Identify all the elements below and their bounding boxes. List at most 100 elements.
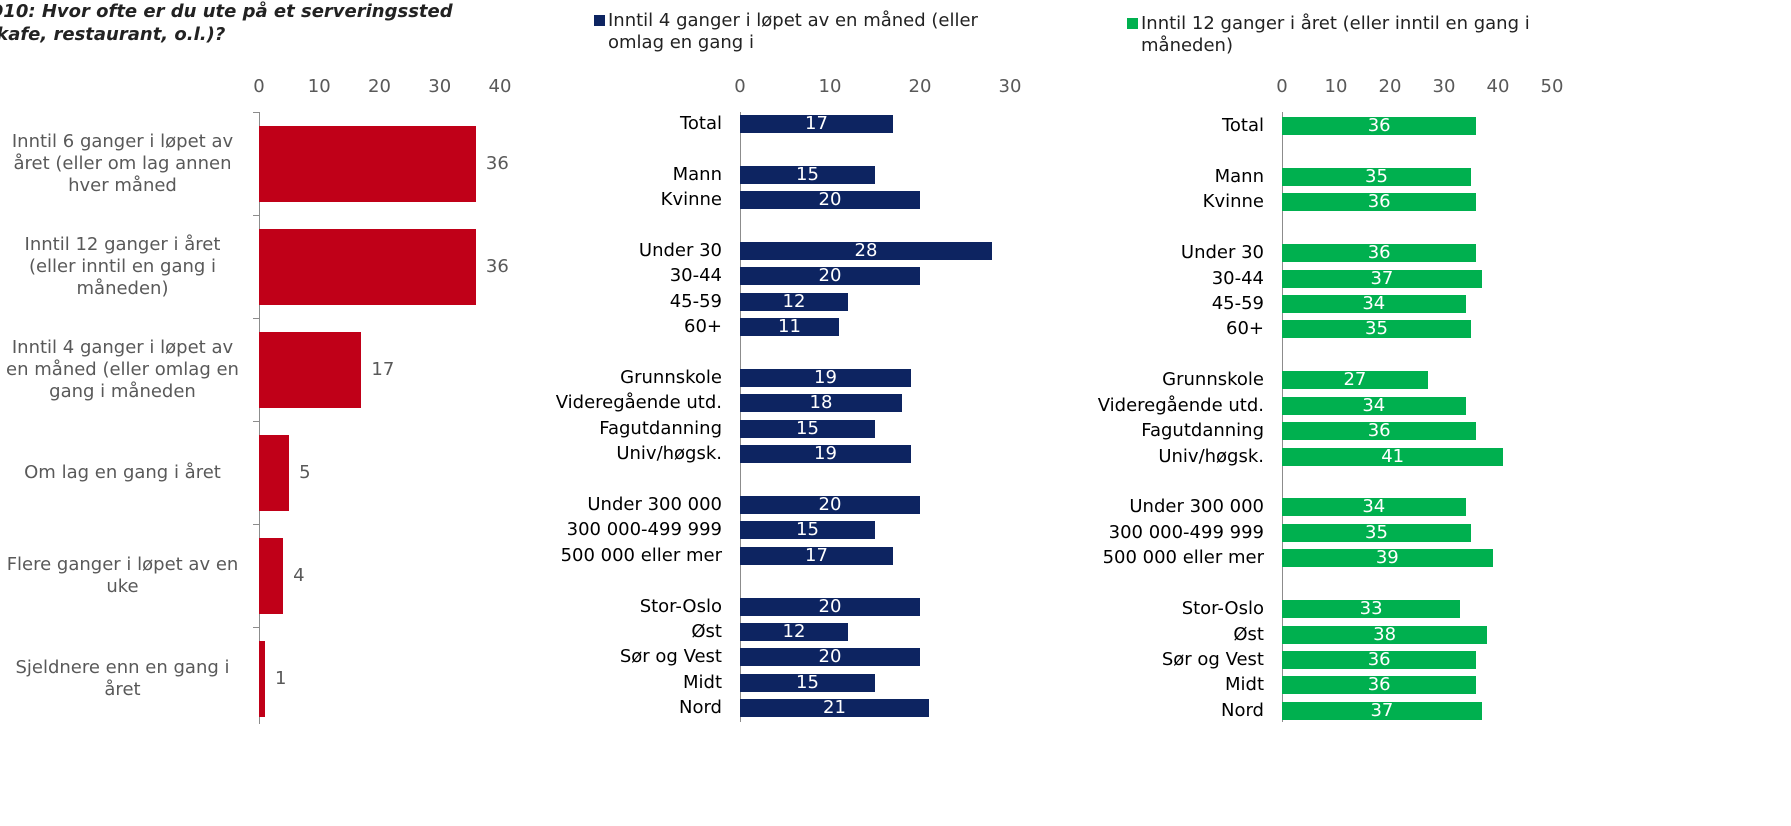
category-separator [253,215,259,216]
value-label: 34 [1362,293,1386,314]
x-tick-label: 10 [818,76,842,97]
bar [259,331,362,408]
category-label: Inntil 4 ganger i løpet av en måned (ell… [6,336,239,402]
x-tick-label: 20 [908,76,932,97]
value-label: 36 [1367,420,1391,442]
category-label: 300 000-499 999 [566,519,722,541]
category-label: Sør og Vest [1161,649,1264,671]
value-label: 17 [805,113,828,134]
category-label: Nord [1221,699,1264,721]
value-label: 27 [1343,369,1367,391]
category-label: 30-44 [1211,267,1264,289]
bar [740,394,902,413]
value-label: 19 [814,367,837,388]
category-label: 500 000 eller mer [1102,547,1264,569]
category-label: Kvinne [1202,191,1264,213]
bar [740,318,839,337]
bar [1282,600,1461,619]
value-label: 38 [1373,623,1397,645]
category-label: 45-59 [669,290,722,312]
value-label: 20 [818,189,842,211]
category-separator [253,112,259,113]
value-label: 20 [818,265,842,287]
bar [1282,295,1466,313]
axis-line [1282,112,1283,722]
bar [740,648,920,667]
x-tick-label: 0 [734,76,746,97]
x-tick-label: 0 [1276,76,1288,97]
bar [740,521,875,540]
bar [740,699,929,718]
axis-line [740,112,741,722]
bar [1282,701,1482,720]
category-label: Nord [679,697,722,719]
value-label: 5 [299,461,311,483]
value-label: 17 [805,544,828,566]
category-label: Total [679,113,722,134]
category-label: Stor-Oslo [1181,598,1264,620]
category-label: Under 300 000 [1129,496,1264,518]
value-label: 36 [1367,242,1391,264]
category-label: Øst [1233,623,1264,645]
category-label: 60+ [1226,318,1264,340]
bar [740,496,920,514]
value-label: 28 [854,240,878,261]
category-label: 60+ [684,316,722,338]
bar [1282,447,1504,466]
category-label: 30-44 [669,265,722,287]
value-label: 21 [823,697,846,719]
value-label: 17 [371,358,395,380]
value-label: 37 [1370,699,1394,721]
x-tick-label: 40 [488,76,512,97]
category-label: Grunnskole [620,367,722,388]
value-label: 36 [485,152,509,174]
legend-swatch [1127,18,1138,29]
bar [259,537,284,614]
bar [1282,396,1466,415]
x-tick-label: 40 [1486,76,1510,97]
category-label: Under 30 [1180,242,1264,264]
value-label: 12 [782,621,806,642]
value-label: 15 [796,417,819,439]
value-label: 4 [293,564,305,586]
value-label: 19 [814,443,837,465]
value-label: 15 [796,163,819,185]
bar [740,242,992,260]
value-label: 34 [1362,496,1386,518]
x-tick-label: 0 [253,76,265,97]
bar [1282,676,1477,695]
value-label: 33 [1359,598,1383,620]
category-label: Om lag en gang i året [24,461,221,483]
value-label: 39 [1375,547,1399,569]
x-tick-label: 10 [307,76,331,97]
category-label: Under 300 000 [587,494,722,515]
category-label: Grunnskole [1162,369,1264,391]
bar [1282,244,1477,263]
bar [740,546,893,565]
category-label: Øst [691,621,722,642]
category-label: Univ/høgsk. [616,443,722,465]
bar [740,191,920,210]
value-label: 36 [1367,115,1391,136]
bar [1282,193,1477,212]
category-label: 500 000 eller mer [560,544,722,566]
bar [1282,167,1471,186]
x-tick-label: 30 [1432,76,1456,97]
value-label: 12 [782,290,806,312]
value-label: 36 [485,255,509,277]
category-label: Sør og Vest [619,646,722,668]
value-label: 35 [1365,165,1388,187]
value-label: 36 [1367,674,1391,696]
bar [740,597,920,616]
category-separator [253,318,259,319]
category-label: Videregående utd. [1097,394,1264,416]
bar [740,292,848,311]
bar [740,623,848,641]
value-label: 1 [275,667,287,689]
category-label: Univ/høgsk. [1158,445,1264,467]
category-label: Fagutdanning [599,417,722,439]
bar [1282,422,1477,441]
category-label: 300 000-499 999 [1108,521,1264,543]
category-label: Inntil 12 ganger i året (eller inntil en… [24,233,221,299]
